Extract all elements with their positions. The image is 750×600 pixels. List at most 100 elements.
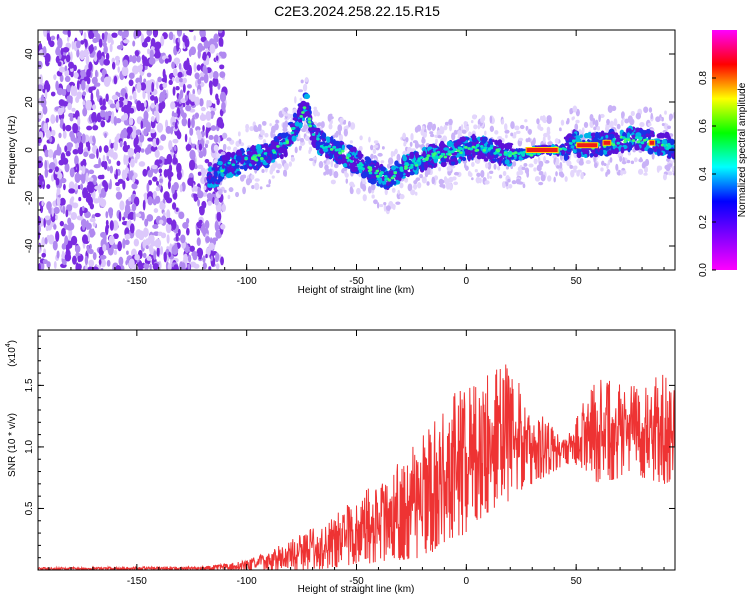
noise-speck <box>113 75 118 85</box>
noise-speck <box>129 223 135 234</box>
ridge-mark <box>620 146 625 154</box>
ridge-halo <box>570 169 575 178</box>
noise-speck <box>172 121 176 126</box>
noise-speck <box>205 235 211 244</box>
noise-speck <box>194 72 200 80</box>
noise-speck <box>42 105 48 115</box>
ridge-halo <box>442 135 447 142</box>
noise-speck <box>199 98 204 107</box>
ridge-halo <box>270 125 276 134</box>
noise-speck <box>157 159 163 164</box>
ridge-halo <box>511 161 517 167</box>
ridge-mark <box>297 110 304 115</box>
ridge-core <box>384 177 388 181</box>
noise-speck <box>173 181 179 191</box>
noise-speck <box>55 214 58 221</box>
noise-speck <box>91 76 98 85</box>
noise-speck <box>220 223 226 230</box>
ridge-halo <box>444 121 450 126</box>
colorbar-tick-label: 0.4 <box>698 167 709 181</box>
noise-speck <box>92 266 99 270</box>
ridge-halo <box>448 124 453 132</box>
ridge-halo <box>373 144 379 149</box>
ridge-halo <box>276 169 280 174</box>
ridge-mark <box>297 118 303 123</box>
noise-speck <box>197 132 202 141</box>
ridge-core <box>417 159 421 163</box>
noise-speck <box>94 69 98 78</box>
ridge-mark <box>504 143 509 149</box>
ridge-halo <box>349 140 353 144</box>
noise-speck <box>170 101 176 110</box>
ridge-core <box>413 162 418 165</box>
ridge-mark <box>634 144 640 151</box>
ridge-mark <box>386 182 390 186</box>
ridge-core <box>290 131 295 135</box>
noise-speck <box>188 159 196 171</box>
noise-speck <box>124 239 130 245</box>
ridge-halo <box>471 177 474 181</box>
noise-speck <box>92 222 96 227</box>
noise-speck <box>101 32 105 41</box>
ridge-halo <box>342 167 348 172</box>
noise-speck <box>77 116 81 127</box>
noise-speck <box>172 34 176 44</box>
noise-speck <box>144 147 150 155</box>
ridge-mark <box>295 131 299 136</box>
noise-speck <box>131 183 138 190</box>
noise-speck <box>62 205 66 215</box>
noise-speck <box>71 196 75 202</box>
ridge-core <box>321 146 326 150</box>
noise-speck <box>183 60 190 71</box>
ridge-halo <box>489 175 492 179</box>
ridge-core <box>453 148 457 152</box>
ridge-halo <box>465 125 470 132</box>
ridge-halo <box>546 126 551 133</box>
ridge-halo <box>444 178 450 186</box>
ridge-halo <box>402 132 407 140</box>
ridge-mark <box>315 129 319 136</box>
ridge-core <box>349 160 354 163</box>
ridge-core <box>316 137 320 141</box>
noise-speck <box>68 188 76 194</box>
noise-speck <box>139 63 143 71</box>
noise-speck <box>110 142 114 149</box>
ridge-halo <box>501 118 505 125</box>
ridge-halo <box>413 183 418 190</box>
noise-speck <box>50 129 56 137</box>
noise-speck <box>102 232 107 244</box>
ridge-halo <box>485 162 489 169</box>
ridge-halo <box>616 123 621 130</box>
noise-speck <box>215 263 220 270</box>
ridge-halo <box>524 167 530 174</box>
ridge-core <box>483 146 488 150</box>
ridge-core <box>231 163 236 167</box>
noise-speck <box>78 196 82 202</box>
ridge-mark <box>256 160 262 166</box>
noise-speck <box>212 71 219 79</box>
ridge-mark <box>409 153 415 160</box>
noise-speck <box>187 117 191 129</box>
noise-speck <box>197 49 201 59</box>
ridge-core <box>503 153 508 156</box>
noise-speck <box>140 148 145 153</box>
noise-speck <box>204 158 210 164</box>
ridge-halo <box>665 164 671 172</box>
noise-speck <box>221 203 226 212</box>
ridge-halo <box>619 155 623 163</box>
noise-speck <box>66 84 71 93</box>
ridge-mark <box>211 167 216 171</box>
ridge-halo <box>337 124 343 133</box>
noise-speck <box>220 256 224 266</box>
noise-speck <box>153 231 160 236</box>
noise-speck <box>199 114 207 121</box>
ridge-halo <box>489 115 493 124</box>
ridge-halo <box>344 172 349 178</box>
noise-speck <box>177 71 183 78</box>
ridge-core <box>341 149 345 153</box>
noise-speck <box>61 243 67 250</box>
ridge-halo <box>438 178 444 185</box>
ridge-core <box>495 148 500 152</box>
ridge-halo <box>342 121 346 125</box>
ridge-core <box>244 156 248 160</box>
